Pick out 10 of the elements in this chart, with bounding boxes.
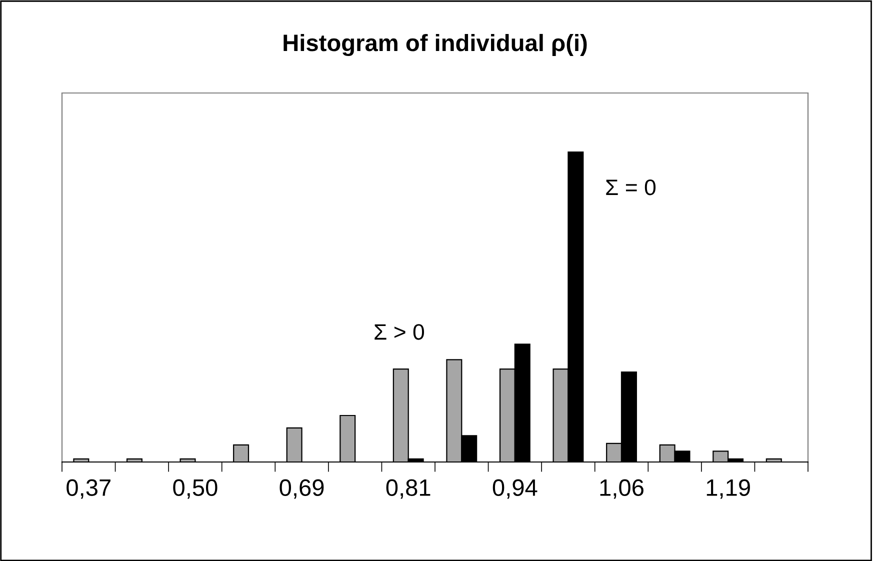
chart-title: Histogram of individual ρ(i) bbox=[284, 34, 587, 56]
x-tick-label: 0,37 bbox=[66, 479, 110, 499]
series-label: Σ = 0 bbox=[606, 179, 656, 196]
x-tick-label: 0,69 bbox=[280, 479, 324, 499]
series-label: Σ > 0 bbox=[374, 324, 424, 340]
x-tick-label: 0,94 bbox=[492, 479, 538, 499]
x-tick-label: 1,19 bbox=[706, 479, 750, 499]
x-tick-label: 0,50 bbox=[173, 479, 218, 499]
x-tick-label: 0,81 bbox=[386, 479, 430, 499]
x-tick-label: 1,06 bbox=[600, 479, 644, 499]
